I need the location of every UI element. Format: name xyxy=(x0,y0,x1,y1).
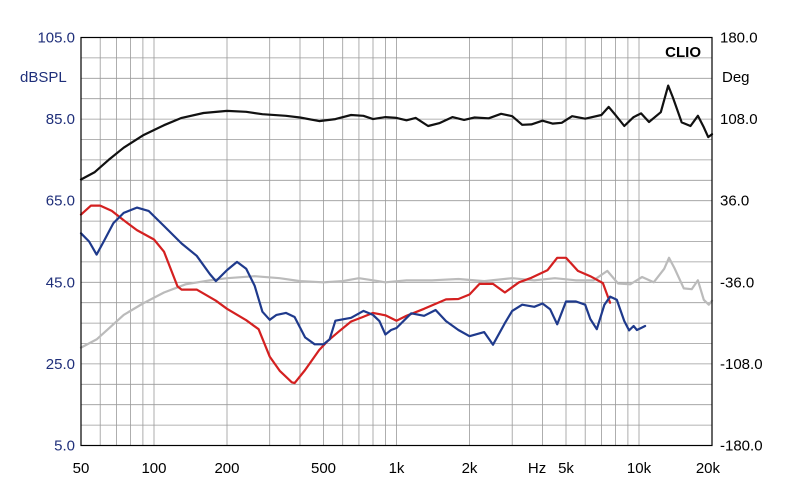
right-axis-tick-label: -108.0 xyxy=(720,356,763,373)
x-axis-tick-label: 500 xyxy=(311,460,336,477)
x-axis-tick-label: 200 xyxy=(214,460,239,477)
right-axis-tick-label: 180.0 xyxy=(720,30,758,47)
left-axis-tick-label: 45.0 xyxy=(46,274,75,291)
series-curve-4 xyxy=(79,206,647,346)
left-axis-tick-label: 105.0 xyxy=(37,30,75,47)
x-axis-tick-label: 10k xyxy=(627,460,652,477)
grid-lines xyxy=(81,37,712,446)
x-axis-tick-label: 5k xyxy=(558,460,574,477)
x-axis-tick-labels: 50 100 200 500 1k 2k Hz 5k 10k 20k xyxy=(73,460,721,477)
plot-frame xyxy=(80,36,713,447)
right-axis-tick-label: -36.0 xyxy=(720,274,754,291)
x-axis-tick-label: 100 xyxy=(141,460,166,477)
series-curve-1 xyxy=(79,84,714,181)
x-axis-tick-label: 50 xyxy=(73,460,90,477)
left-axis-tick-label: 5.0 xyxy=(54,438,75,455)
clio-brand-label: CLIO xyxy=(665,44,701,61)
left-axis-tick-label: 85.0 xyxy=(46,111,75,128)
series-curve-3 xyxy=(79,204,612,385)
right-axis-unit-label: Deg xyxy=(722,69,750,86)
x-axis-tick-label: 20k xyxy=(696,460,721,477)
right-axis-tick-label: 36.0 xyxy=(720,193,749,210)
left-axis-tick-label: 65.0 xyxy=(46,193,75,210)
right-axis-tick-label: 108.0 xyxy=(720,111,758,128)
x-axis-tick-label: 1k xyxy=(389,460,405,477)
left-axis-tick-labels: 105.0 85.0 65.0 45.0 25.0 5.0 xyxy=(37,30,75,455)
right-axis-tick-labels: 180.0 108.0 36.0 -36.0 -108.0 -180.0 xyxy=(720,30,763,455)
data-curves xyxy=(79,84,714,385)
series-curve-2 xyxy=(79,256,714,349)
right-axis-tick-label: -180.0 xyxy=(720,438,763,455)
left-axis-tick-label: 25.0 xyxy=(46,356,75,373)
x-axis-tick-label: 2k xyxy=(462,460,478,477)
x-axis-tick-label: Hz xyxy=(528,460,546,477)
left-axis-unit-label: dBSPL xyxy=(20,69,67,86)
